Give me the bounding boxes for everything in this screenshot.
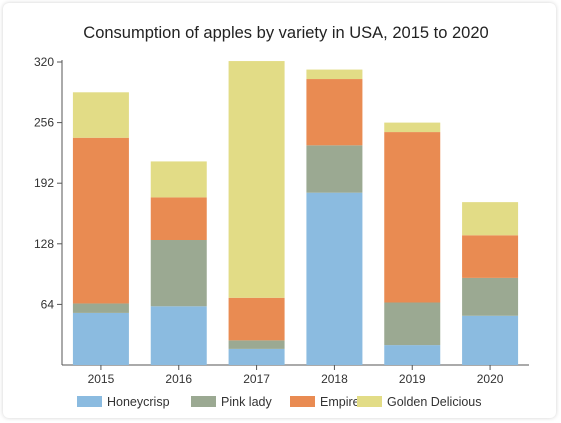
bar-segment	[72, 312, 129, 365]
bar-segment	[150, 306, 207, 365]
legend-label: Pink lady	[221, 395, 272, 409]
x-tick-label: 2020	[477, 372, 504, 386]
y-axis: 64 128 192 256 320	[34, 55, 63, 365]
chart-title: Consumption of apples by variety in USA,…	[83, 24, 488, 42]
bar-segment	[72, 92, 129, 138]
bar-segment	[306, 145, 363, 193]
bar-segment	[384, 122, 441, 133]
legend-swatch	[290, 396, 315, 407]
x-axis: 2015 2016 2017 2018 2019 2020	[62, 364, 529, 386]
bar-segment	[150, 240, 207, 307]
y-tick-label: 320	[34, 55, 54, 69]
legend-label: Empire	[320, 395, 360, 409]
x-tick-label: 2018	[321, 372, 348, 386]
bar-segment	[228, 61, 285, 298]
bar-segment	[462, 235, 519, 278]
bar-segment	[462, 202, 519, 236]
y-tick-label: 64	[41, 297, 55, 311]
bar-segment	[228, 340, 285, 349]
bar-segment	[72, 137, 129, 304]
legend: Honeycrisp Pink lady Empire Golden Deliciou…	[77, 395, 482, 409]
bar-segment	[384, 302, 441, 346]
bar-segment	[462, 315, 519, 365]
legend-label: Honeycrisp	[107, 395, 170, 409]
y-tick-label: 128	[34, 237, 54, 251]
y-tick-label: 192	[34, 176, 54, 190]
y-tick-label: 256	[34, 116, 54, 130]
bar-segment	[462, 277, 519, 316]
bar-segment	[228, 297, 285, 341]
legend-swatch	[77, 396, 102, 407]
bar-segment	[384, 132, 441, 303]
bars	[72, 61, 519, 365]
bar-segment	[306, 79, 363, 146]
bar-segment	[384, 345, 441, 365]
x-tick-label: 2015	[88, 372, 115, 386]
legend-swatch	[357, 396, 382, 407]
bar-segment	[72, 303, 129, 313]
x-tick-label: 2016	[165, 372, 192, 386]
bar-segment	[228, 348, 285, 365]
bar-segment	[150, 161, 207, 198]
legend-swatch	[191, 396, 216, 407]
bar-segment	[306, 69, 363, 80]
x-tick-label: 2019	[399, 372, 426, 386]
x-tick-label: 2017	[243, 372, 270, 386]
legend-label: Golden Delicious	[387, 395, 482, 409]
bar-segment	[150, 197, 207, 241]
bar-segment	[306, 192, 363, 365]
